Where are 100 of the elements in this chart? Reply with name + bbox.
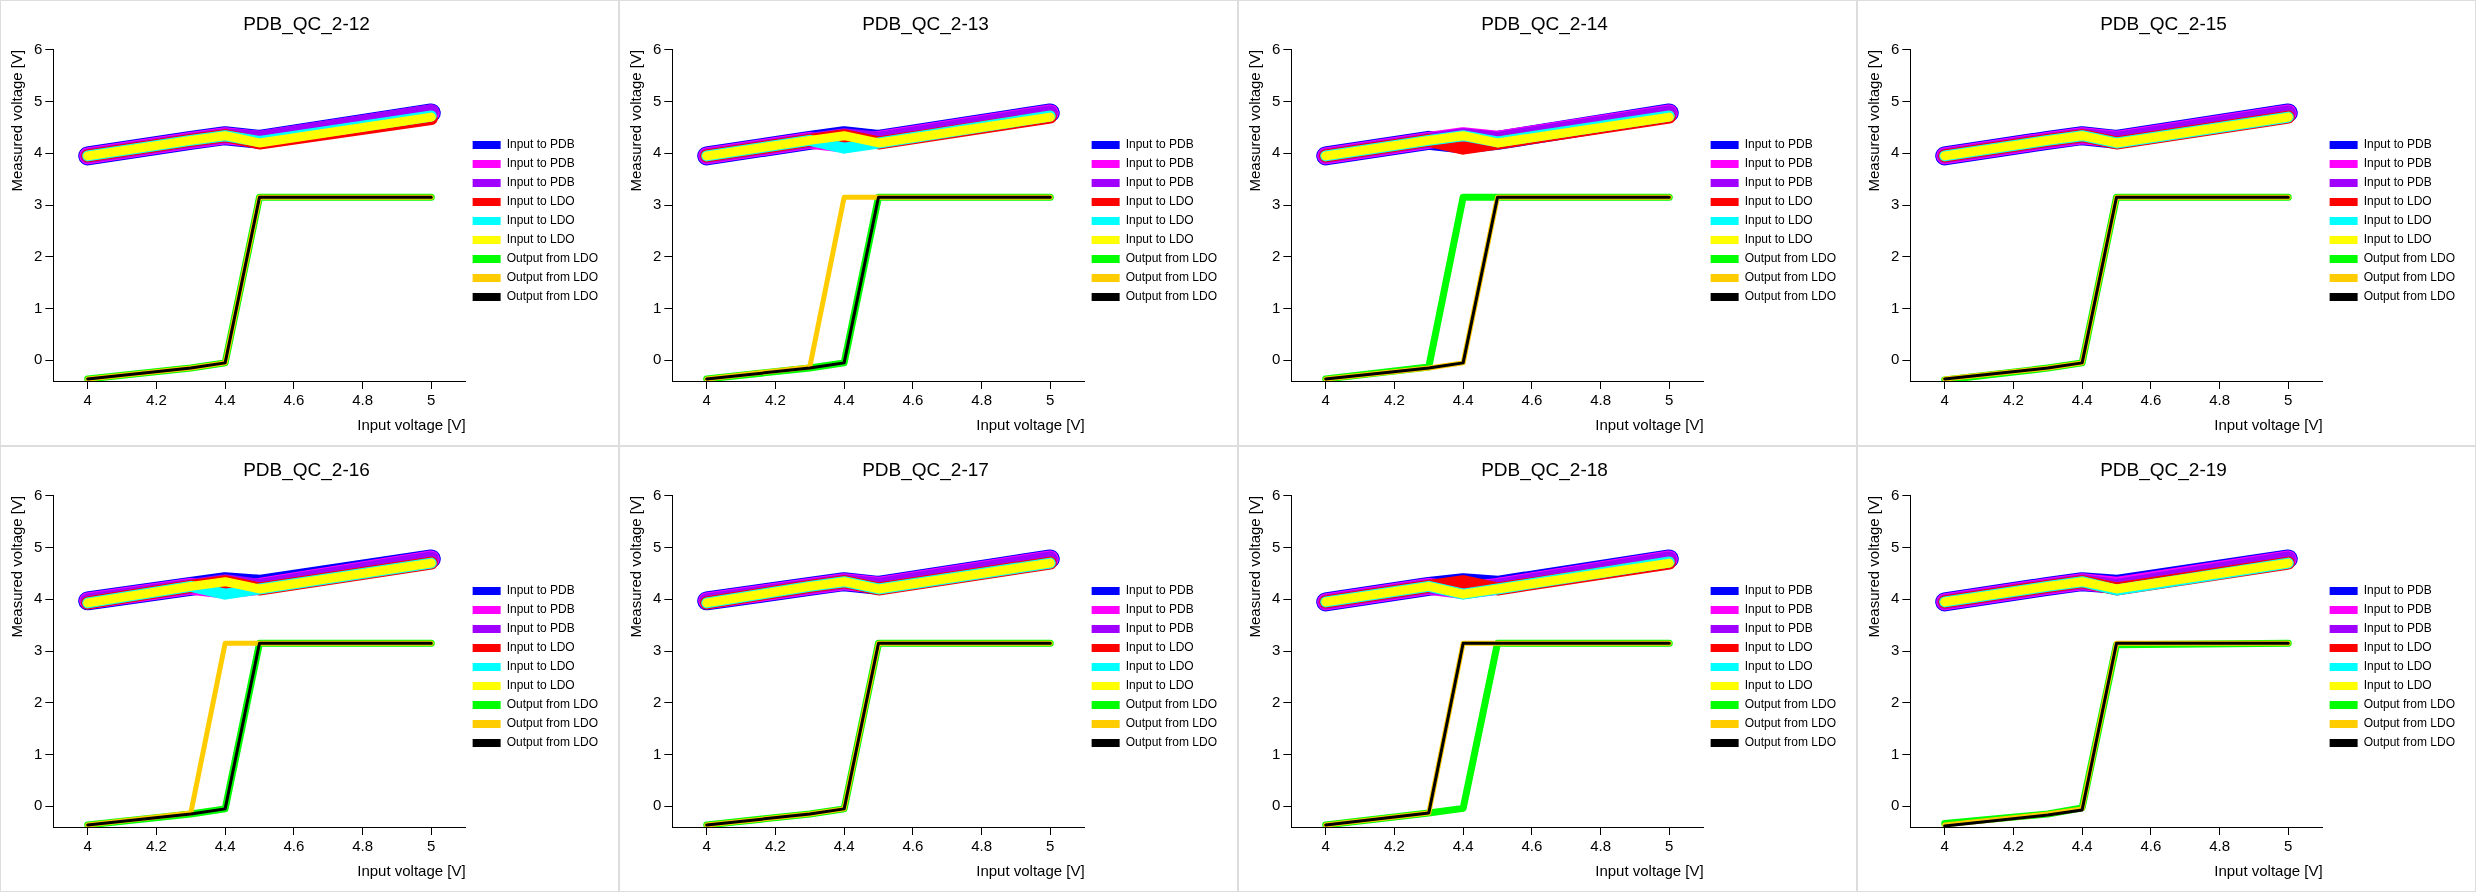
legend-label: Output from LDO xyxy=(1744,251,1837,266)
y-tick-label: 2 xyxy=(34,246,43,264)
legend-label: Input to LDO xyxy=(506,659,575,674)
legend-label: Input to LDO xyxy=(2363,678,2432,693)
y-tick-label: 5 xyxy=(34,91,43,109)
y-tick-label: 4 xyxy=(653,589,662,607)
legend-label: Input to LDO xyxy=(1125,640,1194,655)
x-tick-label: 4.6 xyxy=(283,837,305,855)
x-tick-label: 5 xyxy=(427,391,436,409)
x-tick-label: 4.4 xyxy=(1452,837,1474,855)
x-axis-title: Input voltage [V] xyxy=(1595,416,1704,434)
y-tick-label: 4 xyxy=(653,143,662,161)
legend-label: Output from LDO xyxy=(2363,716,2456,731)
y-tick-label: 6 xyxy=(34,39,43,57)
legend-label: Input to LDO xyxy=(1125,232,1194,247)
legend-label: Input to LDO xyxy=(2363,213,2432,228)
legend-label: Output from LDO xyxy=(2363,735,2456,750)
x-tick-label: 4 xyxy=(1321,391,1330,409)
y-tick-label: 0 xyxy=(1891,350,1900,368)
x-tick-label: 4.2 xyxy=(2002,391,2024,409)
x-tick-label: 4.6 xyxy=(1521,391,1543,409)
y-tick-label: 0 xyxy=(34,796,43,814)
x-tick-label: 4.6 xyxy=(283,391,305,409)
legend-label: Input to LDO xyxy=(1744,194,1813,209)
y-tick-label: 2 xyxy=(1272,692,1281,710)
x-tick-label: 4.2 xyxy=(764,837,786,855)
y-tick-label: 3 xyxy=(34,195,43,213)
y-tick-label: 6 xyxy=(653,485,662,503)
legend-label: Input to LDO xyxy=(1125,678,1194,693)
x-tick-label: 4.8 xyxy=(1590,391,1611,409)
legend-label: Input to PDB xyxy=(2363,137,2432,152)
y-axis-title: Measured voltage [V] xyxy=(1865,49,1883,192)
y-axis-title: Measured voltage [V] xyxy=(8,495,26,638)
x-tick-label: 4.6 xyxy=(1521,837,1543,855)
y-tick-label: 1 xyxy=(1272,298,1281,316)
x-tick-label: 5 xyxy=(1665,837,1674,855)
x-axis-title: Input voltage [V] xyxy=(976,416,1085,434)
legend-label: Output from LDO xyxy=(2363,251,2456,266)
y-tick-label: 4 xyxy=(1272,143,1281,161)
legend-label: Output from LDO xyxy=(506,270,599,285)
x-tick-label: 4.8 xyxy=(2209,391,2230,409)
legend-label: Input to PDB xyxy=(1125,175,1194,190)
x-tick-label: 4.4 xyxy=(214,837,236,855)
legend-label: Output from LDO xyxy=(506,716,599,731)
y-tick-label: 6 xyxy=(1272,485,1281,503)
x-tick-label: 4.4 xyxy=(833,391,855,409)
legend-label: Input to PDB xyxy=(506,175,575,190)
x-tick-label: 4.6 xyxy=(902,837,924,855)
legend-label: Input to LDO xyxy=(1125,659,1194,674)
y-tick-label: 2 xyxy=(1891,246,1900,264)
y-tick-label: 1 xyxy=(653,744,662,762)
legend-label: Output from LDO xyxy=(506,251,599,266)
y-tick-label: 2 xyxy=(1891,692,1900,710)
legend-label: Input to PDB xyxy=(1125,156,1194,171)
legend-label: Output from LDO xyxy=(2363,697,2456,712)
legend-label: Output from LDO xyxy=(1125,735,1218,750)
legend-label: Output from LDO xyxy=(1125,716,1218,731)
legend-label: Input to LDO xyxy=(506,678,575,693)
y-tick-label: 4 xyxy=(1891,589,1900,607)
x-tick-label: 5 xyxy=(1046,837,1055,855)
legend-label: Input to PDB xyxy=(1125,602,1194,617)
legend-label: Input to PDB xyxy=(1125,583,1194,598)
legend-label: Input to LDO xyxy=(1125,194,1194,209)
legend-label: Output from LDO xyxy=(506,735,599,750)
legend-label: Input to PDB xyxy=(2363,583,2432,598)
legend-label: Input to PDB xyxy=(1744,137,1813,152)
y-tick-label: 2 xyxy=(653,246,662,264)
y-tick-label: 6 xyxy=(1272,39,1281,57)
y-tick-label: 3 xyxy=(1891,641,1900,659)
y-tick-label: 6 xyxy=(653,39,662,57)
legend-label: Input to PDB xyxy=(506,583,575,598)
y-tick-label: 4 xyxy=(34,143,43,161)
y-tick-label: 6 xyxy=(1891,39,1900,57)
legend-label: Input to PDB xyxy=(1125,137,1194,152)
legend-label: Output from LDO xyxy=(506,289,599,304)
legend-label: Output from LDO xyxy=(2363,270,2456,285)
x-tick-label: 4.6 xyxy=(2140,837,2162,855)
y-tick-label: 0 xyxy=(653,796,662,814)
legend-label: Input to PDB xyxy=(1744,621,1813,636)
legend-label: Input to LDO xyxy=(1125,213,1194,228)
y-axis-title: Measured voltage [V] xyxy=(1246,495,1264,638)
y-tick-label: 1 xyxy=(1891,744,1900,762)
y-tick-label: 1 xyxy=(1272,744,1281,762)
legend-label: Input to PDB xyxy=(1744,175,1813,190)
y-tick-label: 3 xyxy=(34,641,43,659)
x-tick-label: 4.4 xyxy=(2071,391,2093,409)
legend-label: Output from LDO xyxy=(1125,251,1218,266)
x-tick-label: 5 xyxy=(2284,391,2293,409)
y-tick-label: 5 xyxy=(653,91,662,109)
x-tick-label: 4.2 xyxy=(145,391,167,409)
y-tick-label: 5 xyxy=(34,537,43,555)
x-tick-label: 5 xyxy=(1665,391,1674,409)
legend-label: Input to LDO xyxy=(2363,194,2432,209)
y-tick-label: 3 xyxy=(1272,641,1281,659)
x-tick-label: 4.6 xyxy=(2140,391,2162,409)
y-tick-label: 1 xyxy=(653,298,662,316)
legend-label: Input to PDB xyxy=(1744,156,1813,171)
legend-label: Input to PDB xyxy=(1744,583,1813,598)
y-tick-label: 3 xyxy=(1891,195,1900,213)
y-tick-label: 2 xyxy=(1272,246,1281,264)
